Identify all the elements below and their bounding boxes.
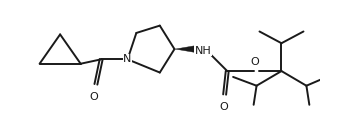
Text: N: N <box>124 54 132 64</box>
Polygon shape <box>175 46 194 52</box>
Text: O: O <box>90 92 98 102</box>
Text: O: O <box>219 102 228 112</box>
Text: NH: NH <box>195 45 211 56</box>
Text: O: O <box>250 57 259 67</box>
